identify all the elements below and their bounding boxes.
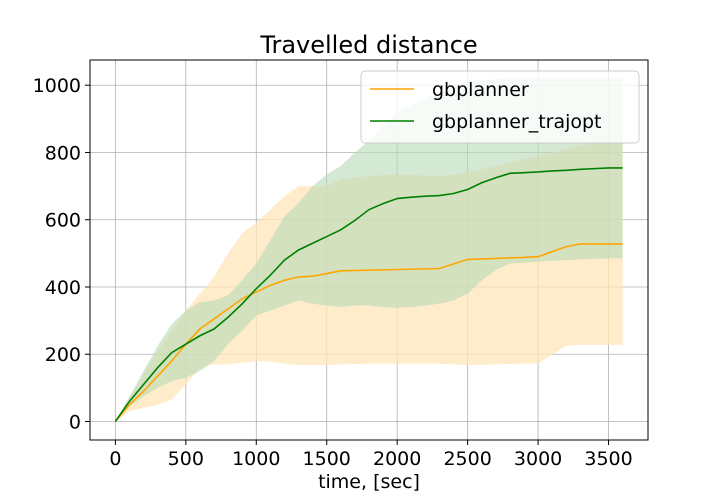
line-gbplanner — [114, 243, 623, 423]
plot-frame — [89, 59, 649, 441]
confidence-bands — [115, 78, 623, 422]
y-tick-label: 800 — [45, 142, 81, 164]
x-tick-label: 2500 — [443, 448, 491, 470]
x-tick-label: 1500 — [303, 448, 351, 470]
x-tick-label: 3000 — [514, 448, 562, 470]
x-tick-label: 3500 — [584, 448, 632, 470]
y-tick-label: 0 — [69, 412, 81, 434]
y-tick-label: 200 — [45, 344, 81, 366]
legend-label-gbplanner_trajopt: gbplanner_trajopt — [432, 111, 602, 133]
band-gbplanner_trajopt — [115, 78, 623, 422]
legend-label-gbplanner: gbplanner — [432, 79, 529, 101]
axis-ticks: 0 500 1000 1500 2000 2500 3000 3500 0 200 400 600 80… — [33, 75, 633, 470]
y-tick-label: 600 — [45, 210, 81, 232]
line-gbplanner_trajopt — [114, 167, 623, 422]
y-tick-label: 1000 — [33, 75, 81, 97]
x-axis-label: time, [sec] — [318, 471, 420, 493]
x-tick-label: 1000 — [232, 448, 280, 470]
y-tick-label: 400 — [45, 277, 81, 299]
x-tick-label: 2000 — [373, 448, 421, 470]
legend-box — [360, 70, 640, 144]
x-tick-label: 500 — [168, 448, 204, 470]
x-tick-label: 0 — [109, 448, 121, 470]
chart-title: Travelled distance — [259, 31, 477, 59]
series-lines — [114, 167, 623, 423]
legend: gbplanner gbplanner_trajopt — [360, 70, 640, 144]
